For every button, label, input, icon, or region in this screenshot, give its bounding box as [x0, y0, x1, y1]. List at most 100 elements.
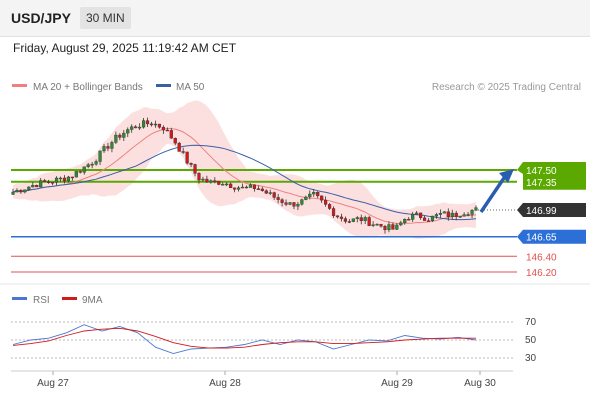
candle-body — [141, 120, 146, 128]
pivot-tag: 146.65 — [517, 229, 586, 244]
candle — [339, 213, 344, 222]
chart-header: USD/JPY 30 MIN — [0, 0, 590, 37]
candle — [288, 202, 292, 206]
candle — [43, 178, 47, 183]
candle — [145, 117, 150, 127]
candle — [205, 175, 209, 183]
candle-body — [324, 199, 328, 205]
candle — [320, 195, 324, 203]
candle-body — [11, 191, 15, 195]
candle-body — [434, 214, 439, 217]
candle-body — [236, 187, 241, 190]
candle-body — [422, 217, 427, 221]
candle-body — [407, 219, 411, 221]
candle-body — [296, 204, 300, 207]
candle — [39, 178, 43, 188]
candle-body — [304, 196, 308, 200]
candle — [173, 137, 177, 146]
candle-body — [240, 186, 245, 189]
candle-body — [23, 189, 27, 193]
candle-body — [454, 212, 458, 217]
candle-body — [94, 161, 98, 165]
candle — [474, 205, 478, 211]
candle-body — [308, 193, 312, 198]
moving-average-layer — [12, 127, 477, 225]
candle — [458, 216, 462, 218]
candle-body — [78, 171, 82, 173]
candle — [466, 211, 470, 217]
candle — [422, 216, 427, 221]
candle-body — [363, 217, 367, 221]
candle-body — [387, 224, 391, 231]
candle-body — [98, 150, 102, 162]
rsi-label-70: 70 — [525, 317, 537, 328]
candle — [169, 127, 173, 139]
candle — [240, 183, 245, 189]
candle — [256, 185, 260, 190]
candle-body — [90, 163, 94, 166]
candle — [217, 180, 221, 186]
candle-body — [411, 213, 415, 220]
ma20-line — [12, 127, 477, 225]
candle — [62, 175, 67, 184]
candle — [90, 162, 94, 169]
candle-body — [82, 166, 86, 173]
candle — [102, 143, 106, 153]
candle-body — [375, 223, 379, 226]
ma20-legend-label: MA 20 + Bollinger Bands — [33, 82, 143, 93]
candle-body — [446, 211, 450, 217]
candle — [391, 222, 395, 230]
candle-body — [193, 164, 197, 174]
candle — [177, 141, 181, 152]
ma50-line — [12, 144, 477, 221]
candle-body — [27, 186, 31, 190]
timeframe-badge[interactable]: 30 MIN — [80, 7, 131, 29]
candlestick-layer — [11, 117, 478, 234]
forecast-arrow-shaft — [479, 177, 506, 213]
candle-body — [19, 189, 23, 193]
candle — [248, 183, 253, 188]
candle-body — [177, 142, 181, 152]
candle-body — [371, 224, 375, 226]
candle-body — [430, 215, 435, 221]
candle — [134, 125, 138, 129]
candle — [387, 221, 391, 233]
candle — [98, 150, 102, 166]
candle — [411, 211, 415, 223]
candle — [272, 191, 276, 200]
candle — [379, 223, 383, 228]
candle-body — [292, 202, 296, 207]
rsi-ma-legend-label: 9MA — [82, 295, 103, 306]
ma50-legend-swatch — [156, 84, 171, 87]
candle — [225, 182, 229, 187]
candle-body — [466, 214, 470, 216]
candle — [296, 201, 300, 211]
candle — [141, 118, 146, 129]
candle-body — [233, 187, 237, 190]
candle-body — [379, 223, 383, 227]
candle-body — [347, 221, 351, 223]
candle-body — [327, 204, 332, 209]
current-price-tag-text: 146.99 — [526, 206, 557, 217]
rsi-line — [12, 324, 477, 354]
ma20-legend-swatch — [12, 84, 27, 87]
candle — [276, 193, 280, 204]
candle-body — [359, 217, 363, 221]
candle-body — [300, 199, 304, 205]
candle-body — [102, 146, 106, 152]
candle — [252, 184, 256, 192]
support-tag-2: 146.20 — [526, 268, 557, 279]
candle — [399, 220, 403, 227]
candle-body — [205, 178, 209, 183]
candle-body — [284, 202, 288, 205]
candle-body — [169, 130, 173, 139]
candle-body — [256, 188, 260, 190]
candle — [165, 127, 169, 132]
resistance-tag-text-1: 147.50 — [526, 166, 557, 177]
candle-body — [252, 184, 256, 189]
x-label-aug29: Aug 29 — [381, 378, 413, 389]
candle-body — [47, 181, 51, 183]
candle — [351, 218, 355, 223]
candle-body — [217, 180, 221, 185]
